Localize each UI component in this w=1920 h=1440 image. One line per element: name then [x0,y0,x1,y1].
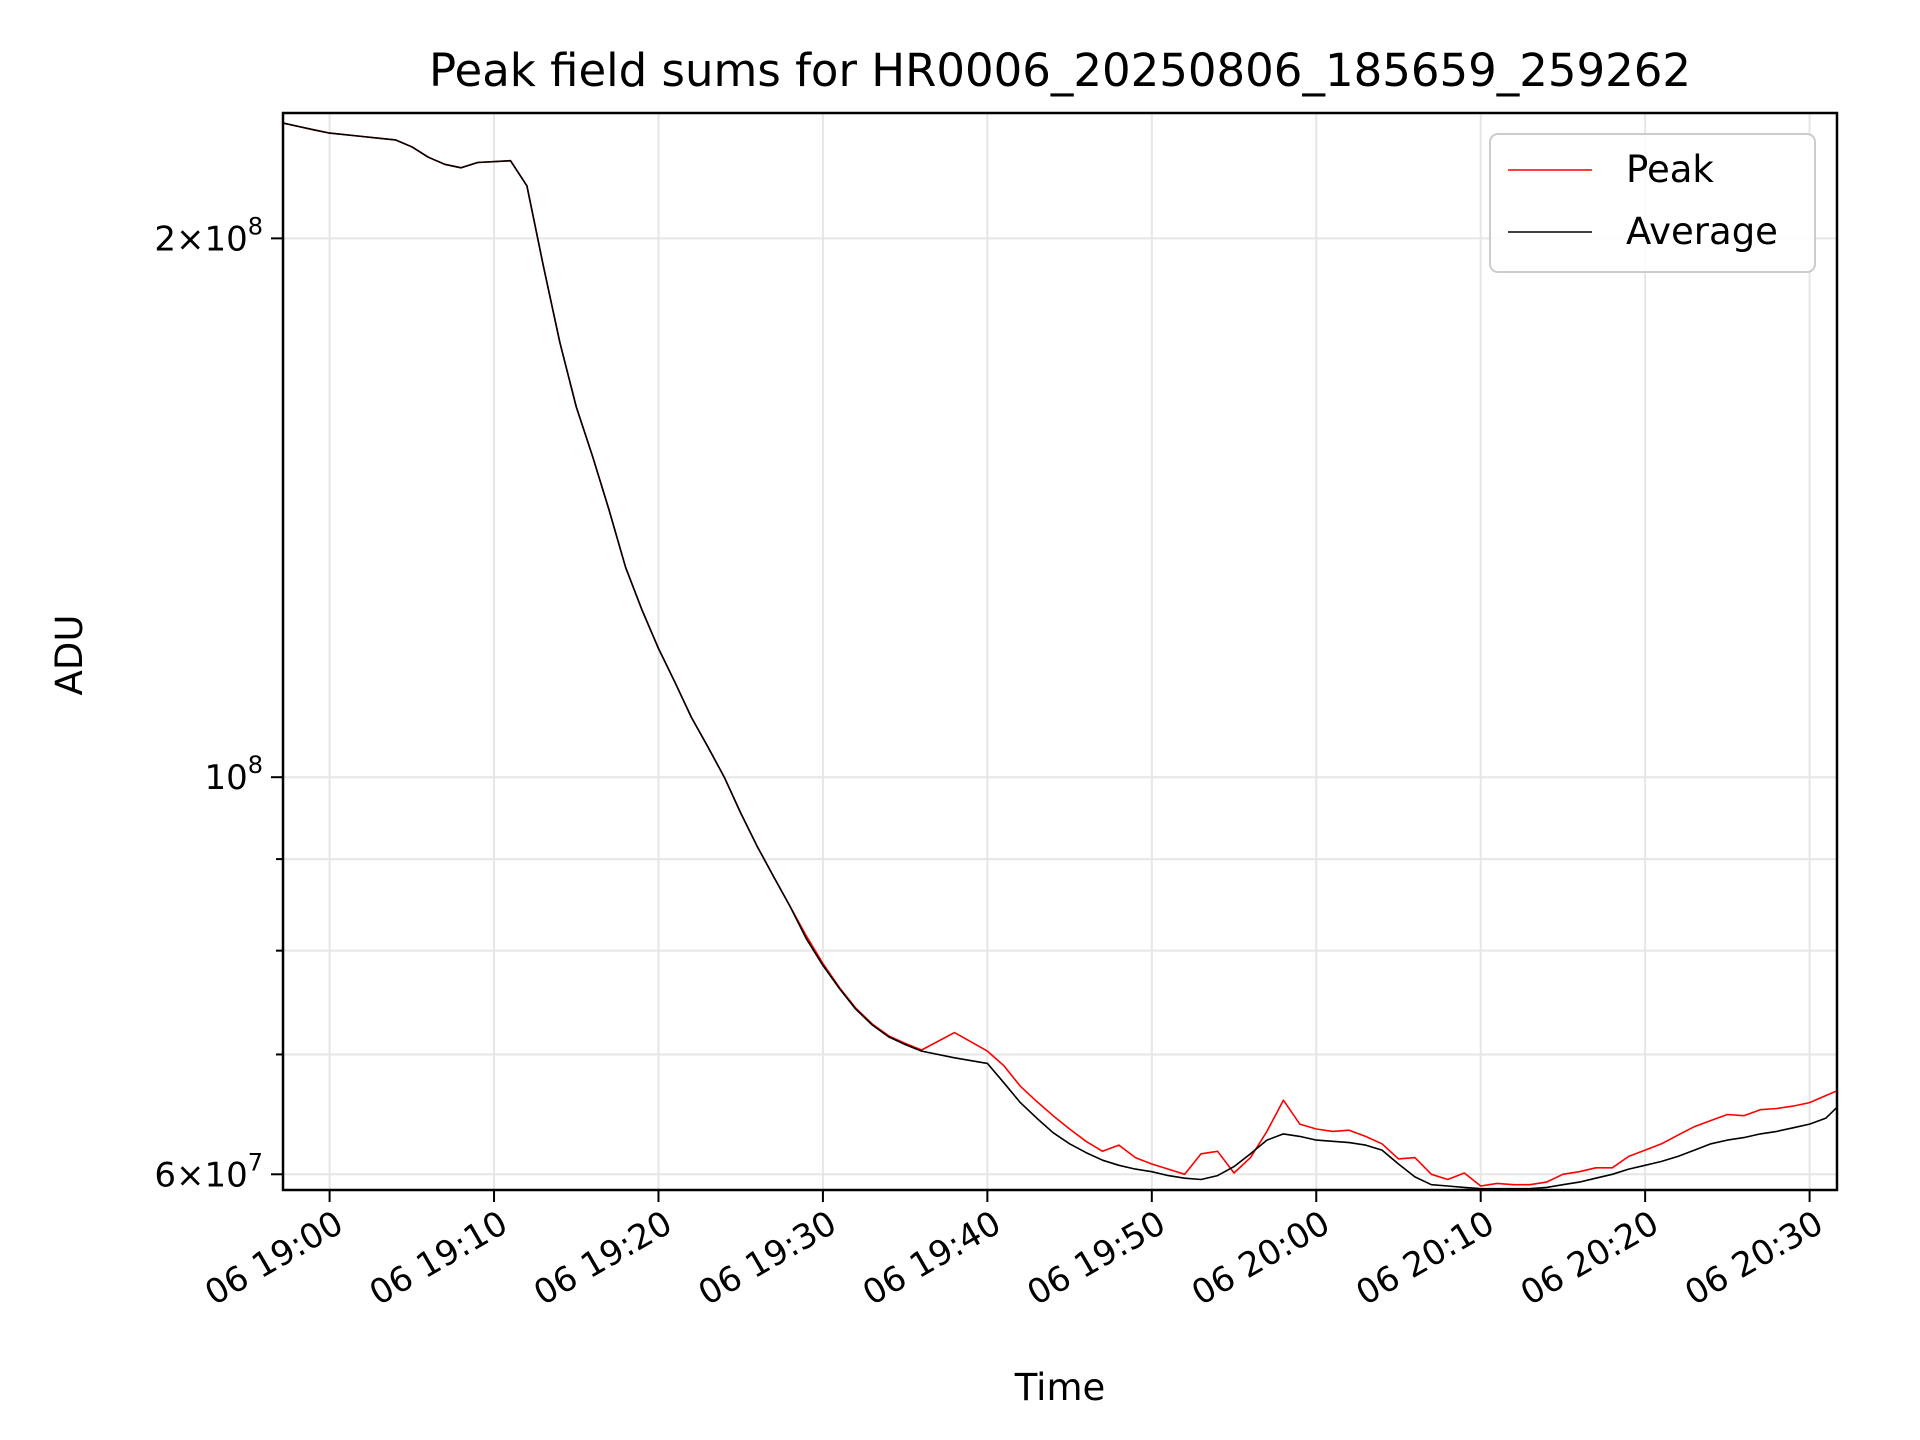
y-tick-label: 2×108 [154,212,263,259]
y-tick-label: 108 [204,751,263,798]
y-tick-label: 6×107 [154,1148,263,1195]
y-axis-ticks: 6×107 108 2×108 [154,212,283,1195]
x-axis-label: Time [1014,1366,1106,1409]
plot-frame [281,111,1839,1192]
series-line-average [283,122,1837,1190]
legend: Peak Average [1489,133,1816,273]
legend-box [1489,133,1816,273]
legend-label-peak: Peak [1626,148,1714,191]
chart-title: Peak field sums for HR0006_20250806_1856… [429,44,1691,97]
y-axis-label: ADU [48,615,91,696]
legend-label-average: Average [1626,210,1778,253]
grid [283,113,1837,1190]
plot-series [283,122,1837,1190]
